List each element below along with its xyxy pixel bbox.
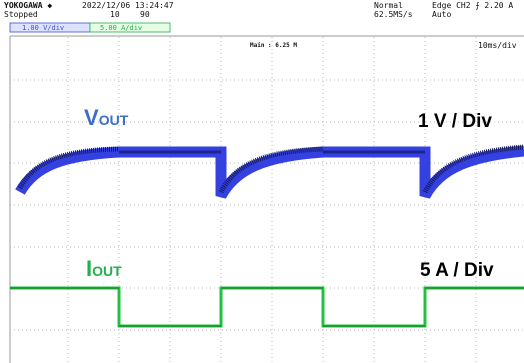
vout-scale: 1 V / Div: [418, 111, 492, 132]
trigger: Edge CH2 ⨍ 2.20 A: [432, 1, 513, 10]
vout-main: V: [84, 105, 99, 130]
iout-sub: OUT: [92, 263, 122, 279]
sample-rate: 62.5MS/s: [374, 10, 413, 19]
page: YOKOGAWA ◆ Stopped 2022/12/06 13:24:47 1…: [0, 0, 524, 363]
scope-screen: YOKOGAWA ◆ Stopped 2022/12/06 13:24:47 1…: [0, 0, 524, 363]
trigger-mode: Auto: [432, 10, 451, 19]
count-a: 10: [110, 10, 120, 19]
count-b: 90: [140, 10, 150, 19]
main-label: Main : 6.25 M: [250, 42, 297, 49]
ch1-scale: 1.00 V/div: [22, 24, 64, 32]
brand: YOKOGAWA ◆: [4, 1, 52, 10]
iout-scale: 5 A / Div: [420, 260, 494, 281]
background: [0, 0, 524, 363]
vout-sub: OUT: [99, 112, 129, 128]
acq-mode: Normal: [374, 1, 403, 10]
timebase: 10ms/div: [478, 41, 517, 50]
timestamp: 2022/12/06 13:24:47: [82, 1, 174, 10]
ch2-scale: 5.00 A/div: [100, 24, 142, 32]
status: Stopped: [4, 10, 38, 19]
